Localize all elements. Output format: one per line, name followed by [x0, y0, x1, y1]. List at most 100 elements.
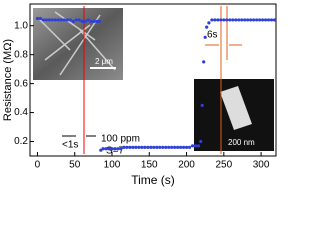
data-point	[53, 18, 57, 22]
annotation: 6s	[207, 30, 218, 41]
data-point	[243, 18, 247, 22]
data-point	[207, 21, 211, 25]
y-tick-label: 0.6	[14, 78, 28, 89]
data-point	[128, 145, 132, 149]
data-point	[222, 18, 226, 22]
data-point	[50, 18, 54, 22]
data-point	[161, 145, 165, 149]
data-point	[38, 16, 43, 21]
data-point	[125, 145, 129, 149]
data-point	[234, 18, 238, 22]
data-point	[246, 18, 250, 22]
data-point	[181, 145, 186, 149]
plot-frame	[29, 3, 277, 157]
data-point	[263, 18, 268, 22]
x-tick-label: 200	[178, 160, 195, 171]
data-point	[149, 145, 153, 149]
data-point	[137, 145, 141, 149]
data-point	[228, 18, 232, 22]
data-point	[173, 145, 177, 149]
data-point	[113, 147, 117, 151]
data-point	[193, 144, 198, 148]
x-tick-label: 100	[104, 160, 121, 171]
y-axis-label: Resistance (MΩ)	[2, 39, 14, 121]
data-point	[269, 18, 274, 22]
data-point	[122, 145, 126, 149]
y-tick-label: 1.0	[14, 20, 28, 31]
data-point	[80, 19, 84, 23]
data-point	[190, 144, 195, 148]
data-point	[68, 18, 72, 22]
data-point	[216, 18, 220, 22]
data-point	[77, 18, 81, 22]
data-point	[213, 18, 217, 22]
data-point	[104, 147, 108, 151]
data-point	[116, 147, 120, 151]
data-point	[143, 145, 147, 149]
data-point	[203, 35, 207, 39]
data-point	[65, 18, 69, 22]
data-point	[199, 139, 203, 144]
data-point	[184, 145, 189, 149]
y-tick-label: 0.4	[14, 107, 28, 118]
x-tick-label: 150	[141, 160, 158, 171]
data-point	[187, 145, 192, 149]
data-point	[178, 145, 183, 149]
data-point	[59, 18, 63, 22]
data-point	[146, 145, 150, 149]
data-point	[167, 145, 171, 149]
data-point	[258, 18, 262, 22]
data-point	[219, 18, 223, 22]
data-point	[158, 145, 162, 149]
data-point	[225, 18, 229, 22]
x-axis-label: Time (s)	[131, 173, 175, 187]
data-point	[97, 19, 101, 23]
data-point	[110, 147, 114, 151]
annotation: 100 ppm	[101, 134, 140, 145]
data-point	[164, 145, 168, 149]
data-point	[202, 60, 206, 64]
data-point	[152, 145, 156, 149]
data-point	[86, 18, 90, 22]
data-point	[71, 19, 75, 23]
data-point	[240, 18, 244, 22]
data-point	[155, 145, 159, 149]
annotation: S=7	[106, 146, 125, 157]
tem-crystal	[220, 86, 252, 130]
data-point	[83, 19, 87, 23]
data-point	[249, 18, 253, 22]
data-point	[101, 147, 105, 151]
data-point	[107, 147, 111, 151]
data-point	[255, 18, 259, 22]
data-point	[56, 18, 60, 22]
data-point	[205, 25, 209, 29]
data-point	[210, 18, 214, 22]
data-point	[92, 19, 96, 23]
data-point	[266, 18, 271, 22]
data-point	[41, 18, 46, 22]
data-point	[140, 145, 144, 149]
data-point	[134, 145, 138, 149]
y-tick-label: 0.8	[14, 49, 28, 60]
data-point	[44, 18, 49, 22]
sem-texture	[39, 11, 116, 76]
data-point	[196, 144, 201, 148]
y-tick-label: 0.2	[14, 136, 28, 147]
data-point	[260, 18, 265, 22]
data-point	[176, 145, 180, 149]
data-point	[272, 18, 277, 22]
x-tick-label: 250	[215, 160, 232, 171]
data-point	[131, 145, 135, 149]
annotation: 2 μm	[95, 57, 113, 66]
data-point	[119, 147, 123, 151]
annotation: 200 nm	[228, 138, 255, 147]
x-tick-label: 50	[69, 160, 81, 171]
data-point	[89, 19, 93, 23]
data-point	[200, 103, 204, 107]
data-point	[95, 19, 99, 23]
data-point	[35, 16, 40, 21]
chart: <1s 100 ppm S=7 6s 2 μm 200 nm Time (s) …	[2, 3, 277, 187]
data-point	[237, 18, 241, 22]
annotation: <1s	[62, 140, 78, 151]
data-point	[170, 145, 174, 149]
